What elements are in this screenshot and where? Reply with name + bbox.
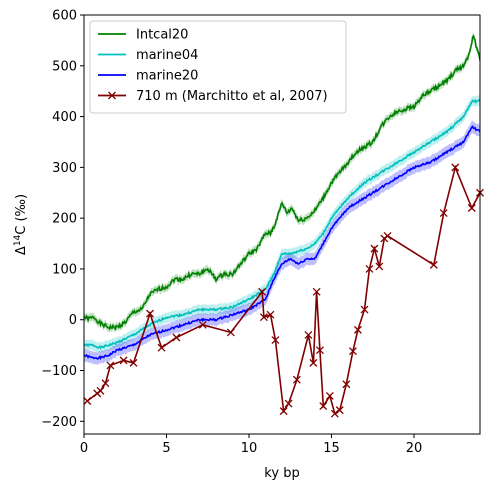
uncertainty-bands	[84, 32, 480, 365]
data-point-marker	[383, 231, 392, 240]
y-tick-label: 200	[52, 212, 77, 227]
data-point-marker	[157, 343, 166, 352]
data-point-marker	[292, 375, 301, 384]
data-point-marker	[271, 336, 280, 345]
data-point-marker	[353, 325, 362, 334]
y-tick-label: 300	[52, 161, 77, 176]
data-point-marker	[360, 305, 369, 314]
data-point-marker	[226, 328, 235, 337]
x-axis-ticks: 0 5 10 15 20	[80, 434, 422, 456]
data-point-marker	[370, 244, 379, 253]
y-axis-label-delta: Δ	[14, 246, 29, 255]
x-axis-label: ky bp	[264, 466, 299, 481]
x-tick-label: 20	[406, 441, 423, 456]
y-tick-label: −200	[41, 415, 77, 430]
data-point-marker	[106, 361, 115, 370]
data-point-marker	[312, 287, 321, 296]
data-point-marker	[375, 262, 384, 271]
data-point-marker	[119, 356, 128, 365]
data-point-marker	[259, 313, 268, 322]
y-tick-label: 600	[52, 9, 77, 24]
series-markers	[83, 163, 484, 418]
legend-label: 710 m (Marchitto et al, 2007)	[136, 89, 328, 104]
data-point-marker	[330, 409, 339, 418]
data-point-marker	[451, 163, 460, 172]
x-tick-label: 10	[241, 441, 258, 456]
y-tick-label: −100	[41, 364, 77, 379]
legend-box	[89, 20, 347, 114]
series-line-1	[84, 98, 480, 350]
series-band-1	[84, 95, 480, 354]
y-tick-label: 500	[52, 59, 77, 74]
data-point-marker	[365, 264, 374, 273]
data-point-marker	[304, 331, 313, 339]
y-tick-label: 0	[69, 313, 77, 328]
data-point-marker	[467, 204, 476, 212]
legend-marker	[108, 91, 116, 100]
legend-label: marine20	[136, 69, 198, 84]
legend-label: marine04	[136, 48, 198, 63]
data-point-marker	[315, 346, 324, 355]
data-point-marker	[284, 399, 293, 408]
legend-label: Intcal20	[136, 28, 188, 43]
data-point-marker	[198, 320, 207, 329]
x-tick-label: 5	[162, 441, 170, 456]
data-point-marker	[172, 333, 181, 342]
x-tick-label: 15	[323, 441, 340, 456]
data-point-marker	[146, 309, 154, 318]
y-axis-label: Δ14C (‰)	[13, 194, 29, 255]
y-axis-ticks: −200 −100 0 100 200 300 400 500 600	[41, 9, 84, 430]
data-point-marker	[96, 386, 105, 395]
series-line-0	[84, 34, 480, 331]
data-point-marker	[258, 287, 267, 296]
data-point-marker	[348, 347, 357, 356]
series-band-2	[84, 120, 480, 365]
y-tick-label: 400	[52, 110, 77, 125]
series-line-2	[84, 125, 480, 361]
data-point-marker	[279, 407, 288, 416]
data-point-marker	[83, 397, 92, 405]
y-axis-label-rest: C (‰)	[14, 194, 29, 235]
y-axis-label-superscript: 14	[13, 234, 23, 246]
data-point-marker	[342, 380, 351, 389]
y-tick-label: 100	[52, 262, 77, 277]
data-point-marker	[266, 310, 275, 319]
data-point-marker	[439, 209, 448, 218]
data-point-marker	[101, 379, 110, 388]
data-point-marker	[129, 358, 138, 367]
data-point-marker	[429, 260, 438, 269]
legend: Intcal20 marine04 marine20 710 m (Marchitto…	[89, 20, 347, 114]
data-point-marker	[335, 406, 344, 415]
data-point-marker	[319, 402, 328, 411]
x-tick-label: 0	[80, 441, 88, 456]
plot-frame	[83, 14, 481, 435]
data-point-marker	[309, 358, 318, 367]
data-point-marker	[325, 391, 334, 400]
